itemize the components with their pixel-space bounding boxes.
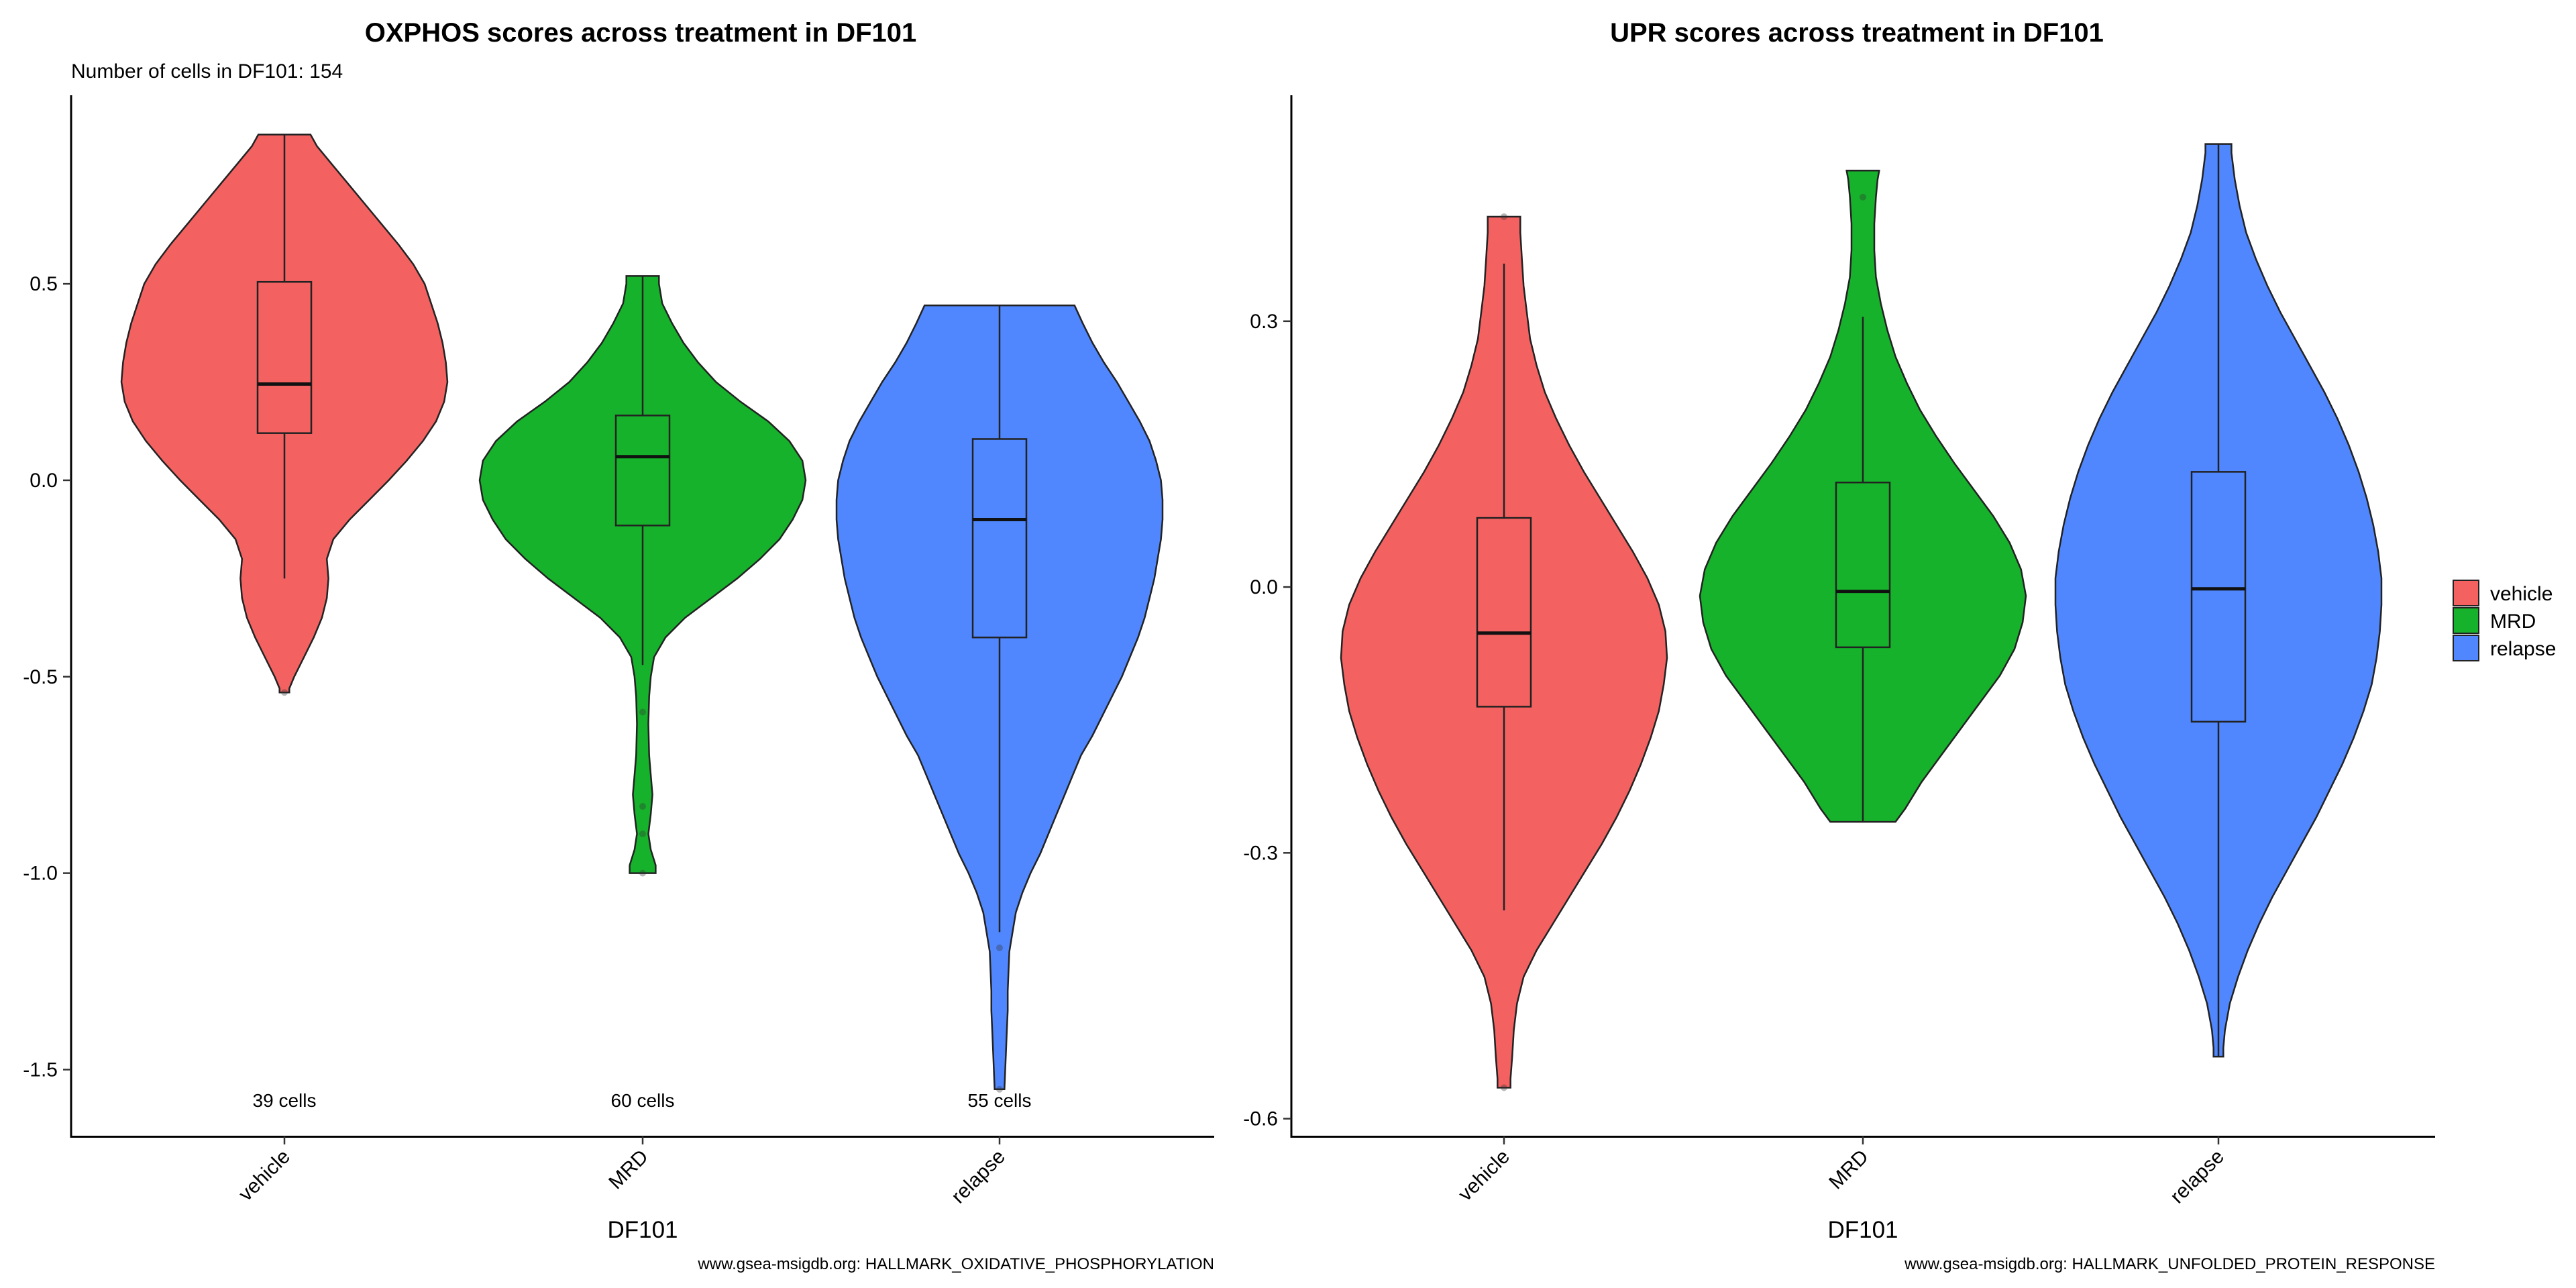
upr-y-tick-label: -0.6 [1243,1108,1278,1130]
oxphos-outlier-point [639,708,646,716]
legend: vehicle MRD relapse [2453,580,2556,661]
oxphos-y-tick-label: 0.5 [30,273,58,295]
upr-outlier-point [1860,193,1866,201]
oxphos-y-tick-label: -1.0 [23,863,58,885]
oxphos-box-vehicle [256,280,313,434]
oxphos-outlier-point [639,803,646,810]
oxphos-box-relapse [971,438,1028,639]
oxphos-outlier-point [639,869,646,877]
upr-caption: www.gsea-msigdb.org: HALLMARK_UNFOLDED_P… [1904,1255,2435,1273]
upr-title: UPR scores across treatment in DF101 [1610,18,2104,48]
oxphos-subtitle: Number of cells in DF101: 154 [71,60,343,83]
upr-outlier-point [1501,213,1507,220]
oxphos-outlier-point [996,944,1003,951]
upr-box-vehicle [1476,517,1532,708]
oxphos-cell-count-mrd: 60 cells [611,1090,675,1111]
upr-box-relapse [2190,471,2247,723]
oxphos-plot-area: 39 cells 60 cells 55 cells [120,133,1164,1111]
upr-y-tick-label: -0.3 [1243,842,1278,864]
legend-label-mrd: MRD [2490,610,2536,633]
oxphos-title: OXPHOS scores across treatment in DF101 [365,18,917,48]
legend-swatch-vehicle [2453,580,2479,606]
oxphos-box-mrd [614,415,671,527]
upr-outlier-point [1501,1084,1507,1091]
legend-label-vehicle: vehicle [2490,583,2553,605]
upr-y-tick-label: 0.3 [1250,311,1278,333]
upr-y-tick-label: 0.0 [1250,576,1278,598]
upr-box-mrd [1835,481,1891,649]
upr-violin-vehicle [1340,215,1668,1089]
oxphos-cell-count-relapse: 55 cells [968,1090,1032,1111]
oxphos-caption: www.gsea-msigdb.org: HALLMARK_OXIDATIVE_… [697,1255,1214,1273]
oxphos-y-tick-label: -1.5 [23,1059,58,1081]
oxphos-x-axis-title: DF101 [607,1217,678,1243]
oxphos-y-tick-label: 0.0 [30,470,58,492]
oxphos-outlier-point [639,830,646,838]
upr-plot-area [1340,143,2383,1091]
oxphos-y-axis: 0.5 0.0 -0.5 -1.0 -1.5 [23,273,71,1081]
legend-swatch-mrd [2453,607,2479,634]
upr-violin-relapse [2054,143,2383,1058]
legend-swatch-relapse [2453,635,2479,661]
upr-y-axis: 0.3 0.0 -0.3 -0.6 [1243,311,1291,1130]
legend-label-relapse: relapse [2490,638,2556,660]
oxphos-violin-vehicle [120,133,449,694]
oxphos-y-tick-label: -0.5 [23,666,58,688]
oxphos-outlier-point [996,1085,1003,1093]
oxphos-cell-count-vehicle: 39 cells [253,1090,317,1111]
upr-x-axis-title: DF101 [1827,1217,1898,1243]
oxphos-outlier-point [281,689,288,696]
upr-violin-mrd [1699,170,2027,823]
